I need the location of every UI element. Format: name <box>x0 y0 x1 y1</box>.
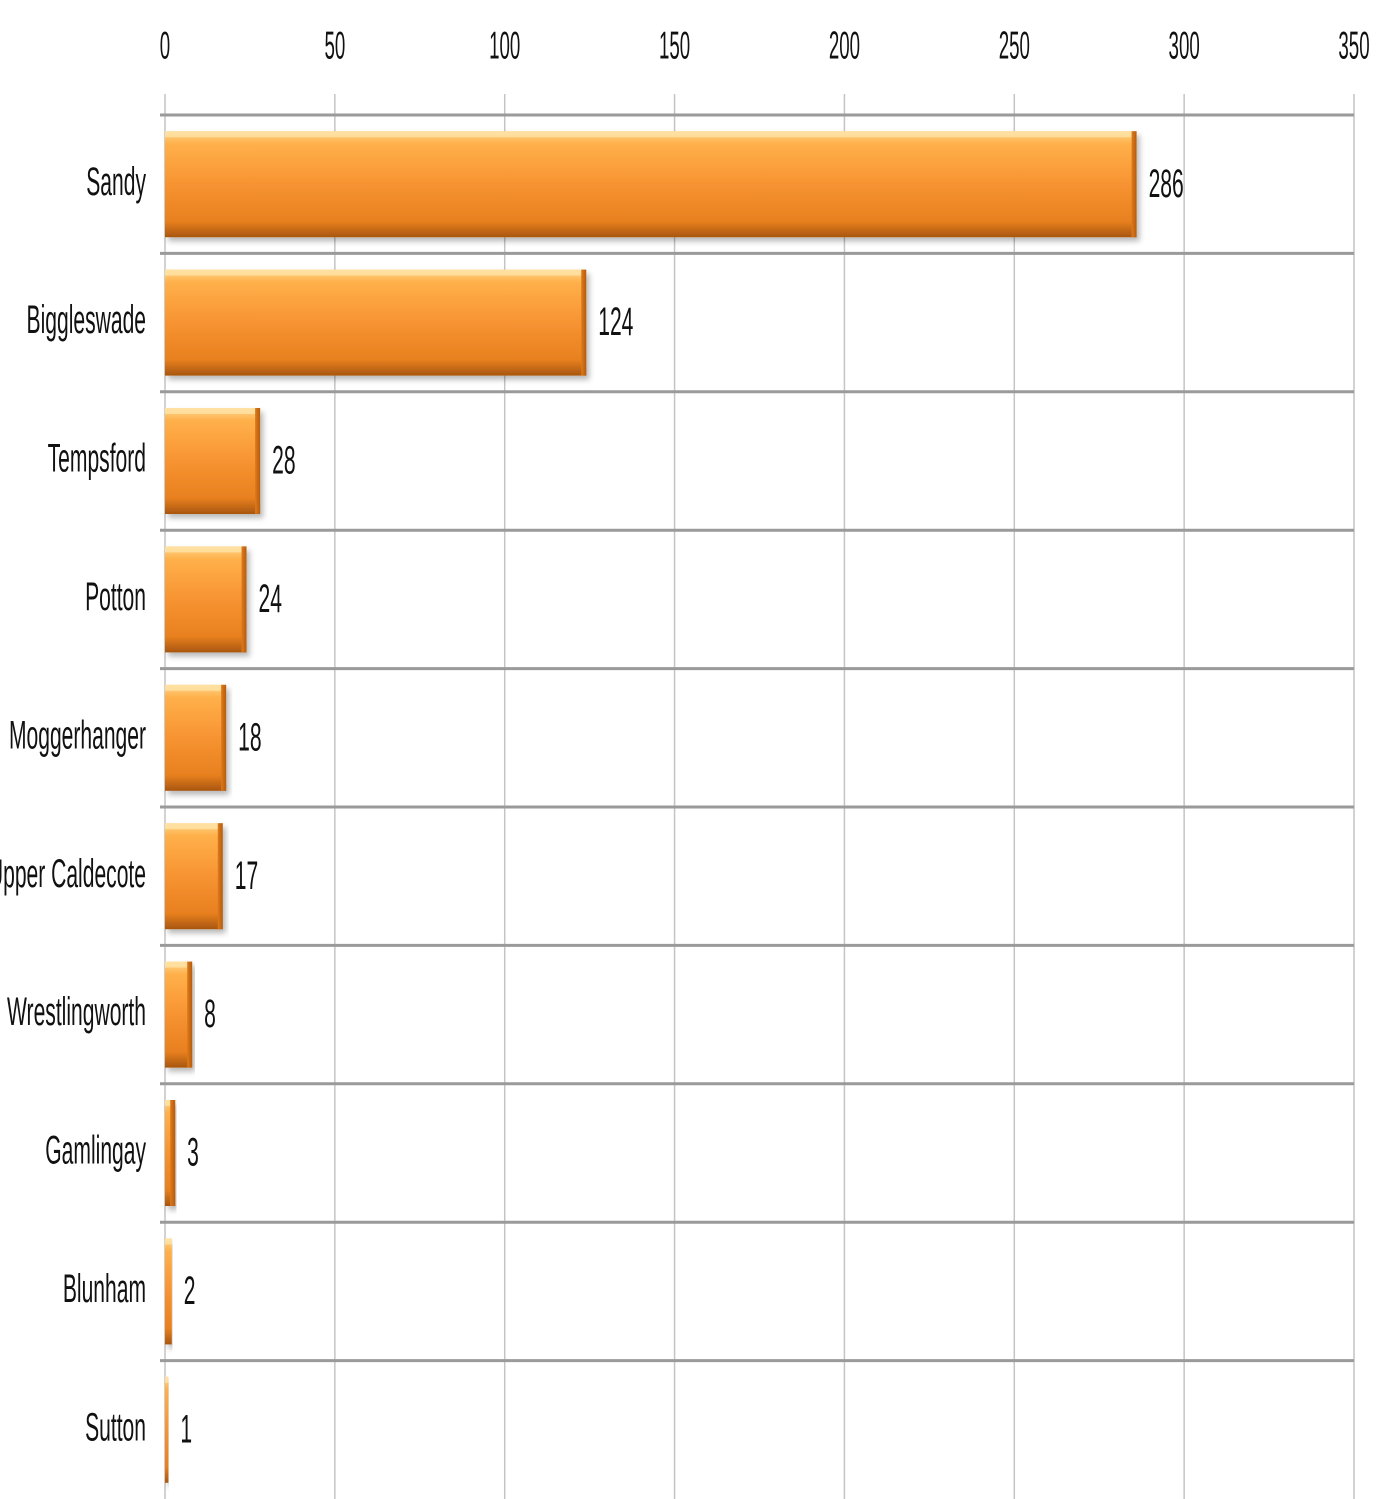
bar-highlight <box>165 1238 172 1245</box>
bar <box>165 269 587 376</box>
bar <box>165 546 247 653</box>
bar <box>165 1238 172 1345</box>
bar-highlight <box>165 1376 169 1383</box>
x-tick-label: 350 <box>1338 24 1369 67</box>
bar-group <box>165 684 227 791</box>
bar-end-cap <box>1131 131 1137 238</box>
labels: 0 50 100 150 200 250 300 350 Sandy 286 Biggleswade… <box>0 24 1370 1451</box>
category-label: Potton <box>85 574 146 619</box>
category-label: Tempsford <box>48 435 146 480</box>
bar-end-cap <box>221 684 227 791</box>
category-label: Wrestlingworth <box>7 989 146 1034</box>
bars <box>165 131 1137 1483</box>
x-tick-label: 300 <box>1169 24 1200 67</box>
x-tick-label: 50 <box>324 24 345 67</box>
bar <box>165 823 223 930</box>
category-label: Upper Caldecote <box>0 850 146 895</box>
x-tick-label: 0 <box>160 24 170 67</box>
bar-group <box>165 131 1137 238</box>
category-label: Sutton <box>85 1404 146 1449</box>
bar-highlight <box>165 684 227 691</box>
bar-group <box>165 1100 176 1206</box>
data-label: 124 <box>598 299 633 344</box>
bar <box>165 684 227 791</box>
category-label: Gamlingay <box>45 1127 146 1172</box>
x-tick-label: 200 <box>829 24 860 67</box>
data-label: 3 <box>187 1129 199 1174</box>
data-label: 17 <box>235 852 258 897</box>
data-label: 24 <box>259 576 282 621</box>
category-label: Moggerhanger <box>9 712 146 757</box>
bar-highlight <box>165 546 247 553</box>
bar <box>165 1100 176 1206</box>
bar-end-cap <box>255 408 261 514</box>
bar-end-cap <box>241 546 247 653</box>
bar-highlight <box>165 131 1137 138</box>
bar-group <box>165 546 247 653</box>
bar-group <box>165 408 261 514</box>
bar-end-cap <box>187 961 193 1068</box>
data-label: 286 <box>1149 160 1184 205</box>
category-label: Blunham <box>63 1266 146 1311</box>
row-separators <box>160 113 1354 1363</box>
data-label: 8 <box>204 991 216 1036</box>
bar-end-cap <box>170 1100 176 1206</box>
x-tick-label: 100 <box>489 24 520 67</box>
bar-group <box>165 961 193 1068</box>
data-label: 1 <box>180 1406 192 1451</box>
bar-group <box>165 1238 172 1345</box>
bar <box>165 408 261 514</box>
bar-highlight <box>165 1100 176 1106</box>
bar-highlight <box>165 961 193 968</box>
data-label: 2 <box>184 1268 196 1313</box>
bar-group <box>165 1376 169 1483</box>
bar-highlight <box>165 823 223 830</box>
bar <box>165 1376 169 1483</box>
bar-highlight <box>165 408 261 414</box>
bar-end-cap <box>581 269 587 376</box>
bar-end-cap <box>217 823 223 930</box>
bar-group <box>165 823 223 930</box>
bar-highlight <box>165 269 587 276</box>
bar-group <box>165 269 587 376</box>
bar <box>165 131 1137 238</box>
category-label: Biggleswade <box>27 297 146 342</box>
x-tick-label: 250 <box>999 24 1030 67</box>
x-tick-label: 150 <box>659 24 690 67</box>
data-label: 18 <box>238 714 261 759</box>
category-label: Sandy <box>86 158 146 203</box>
data-label: 28 <box>272 437 295 482</box>
